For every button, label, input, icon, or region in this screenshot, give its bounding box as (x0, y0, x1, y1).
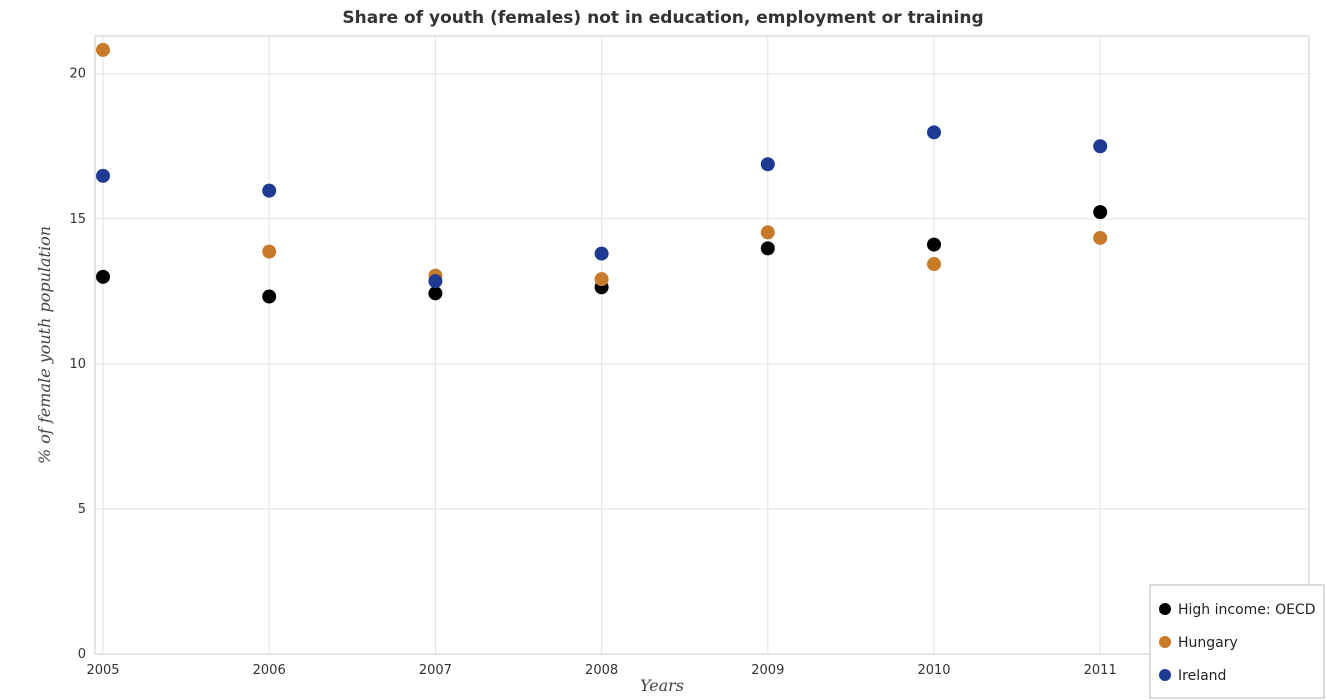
x-tick-label: 2011 (1084, 663, 1117, 678)
y-tick-label: 20 (69, 67, 86, 82)
point-high-income-oecd-2009 (760, 241, 775, 256)
point-ireland-2008 (594, 246, 609, 261)
x-tick-label: 2008 (585, 663, 618, 678)
legend-marker (1159, 603, 1171, 615)
x-axis-title: Years (640, 676, 684, 695)
x-tick-label: 2005 (86, 663, 119, 678)
x-tick-label: 2009 (751, 663, 784, 678)
point-high-income-oecd-2007 (428, 286, 443, 301)
point-hungary-2011 (1093, 230, 1108, 245)
point-high-income-oecd-2006 (262, 289, 277, 304)
grid-lines (95, 36, 1309, 655)
point-ireland-2006 (262, 183, 277, 198)
x-axis-ticks: 2005 2006 2007 2008 2009 2010 2011 (86, 663, 1116, 678)
legend-label: Hungary (1178, 635, 1238, 651)
y-axis-ticks: 0 5 10 15 20 (69, 67, 86, 662)
y-tick-label: 15 (69, 212, 86, 227)
point-hungary-2009 (760, 225, 775, 240)
point-hungary-2005 (96, 42, 110, 57)
point-ireland-2010 (927, 125, 941, 140)
legend-marker (1159, 669, 1171, 681)
point-ireland-2007 (428, 274, 443, 289)
legend-label: Ireland (1178, 668, 1226, 684)
legend-label: High income: OECD (1178, 602, 1316, 618)
point-hungary-2008 (594, 272, 609, 287)
point-high-income-oecd-2005 (96, 269, 110, 284)
point-high-income-oecd-2010 (927, 237, 941, 252)
x-tick-label: 2006 (253, 663, 286, 678)
legend-box (1149, 584, 1325, 699)
point-ireland-2009 (760, 157, 775, 172)
y-tick-label: 10 (69, 357, 86, 372)
point-high-income-oecd-2011 (1093, 205, 1108, 220)
chart-title: Share of youth (females) not in educatio… (342, 8, 984, 28)
x-tick-label: 2010 (917, 663, 950, 678)
point-ireland-2011 (1093, 139, 1108, 154)
point-ireland-2005 (96, 168, 110, 183)
y-tick-label: 0 (78, 647, 86, 662)
point-hungary-2010 (927, 257, 941, 272)
y-tick-label: 5 (78, 502, 86, 517)
y-axis-title: % of female youth population (35, 226, 54, 464)
legend: High income: OECD Hungary Ireland (1149, 584, 1325, 699)
plot-area-border (94, 35, 1310, 655)
point-hungary-2006 (262, 244, 277, 259)
data-points (96, 42, 1108, 304)
legend-marker (1159, 636, 1171, 648)
x-tick-label: 2007 (419, 663, 452, 678)
